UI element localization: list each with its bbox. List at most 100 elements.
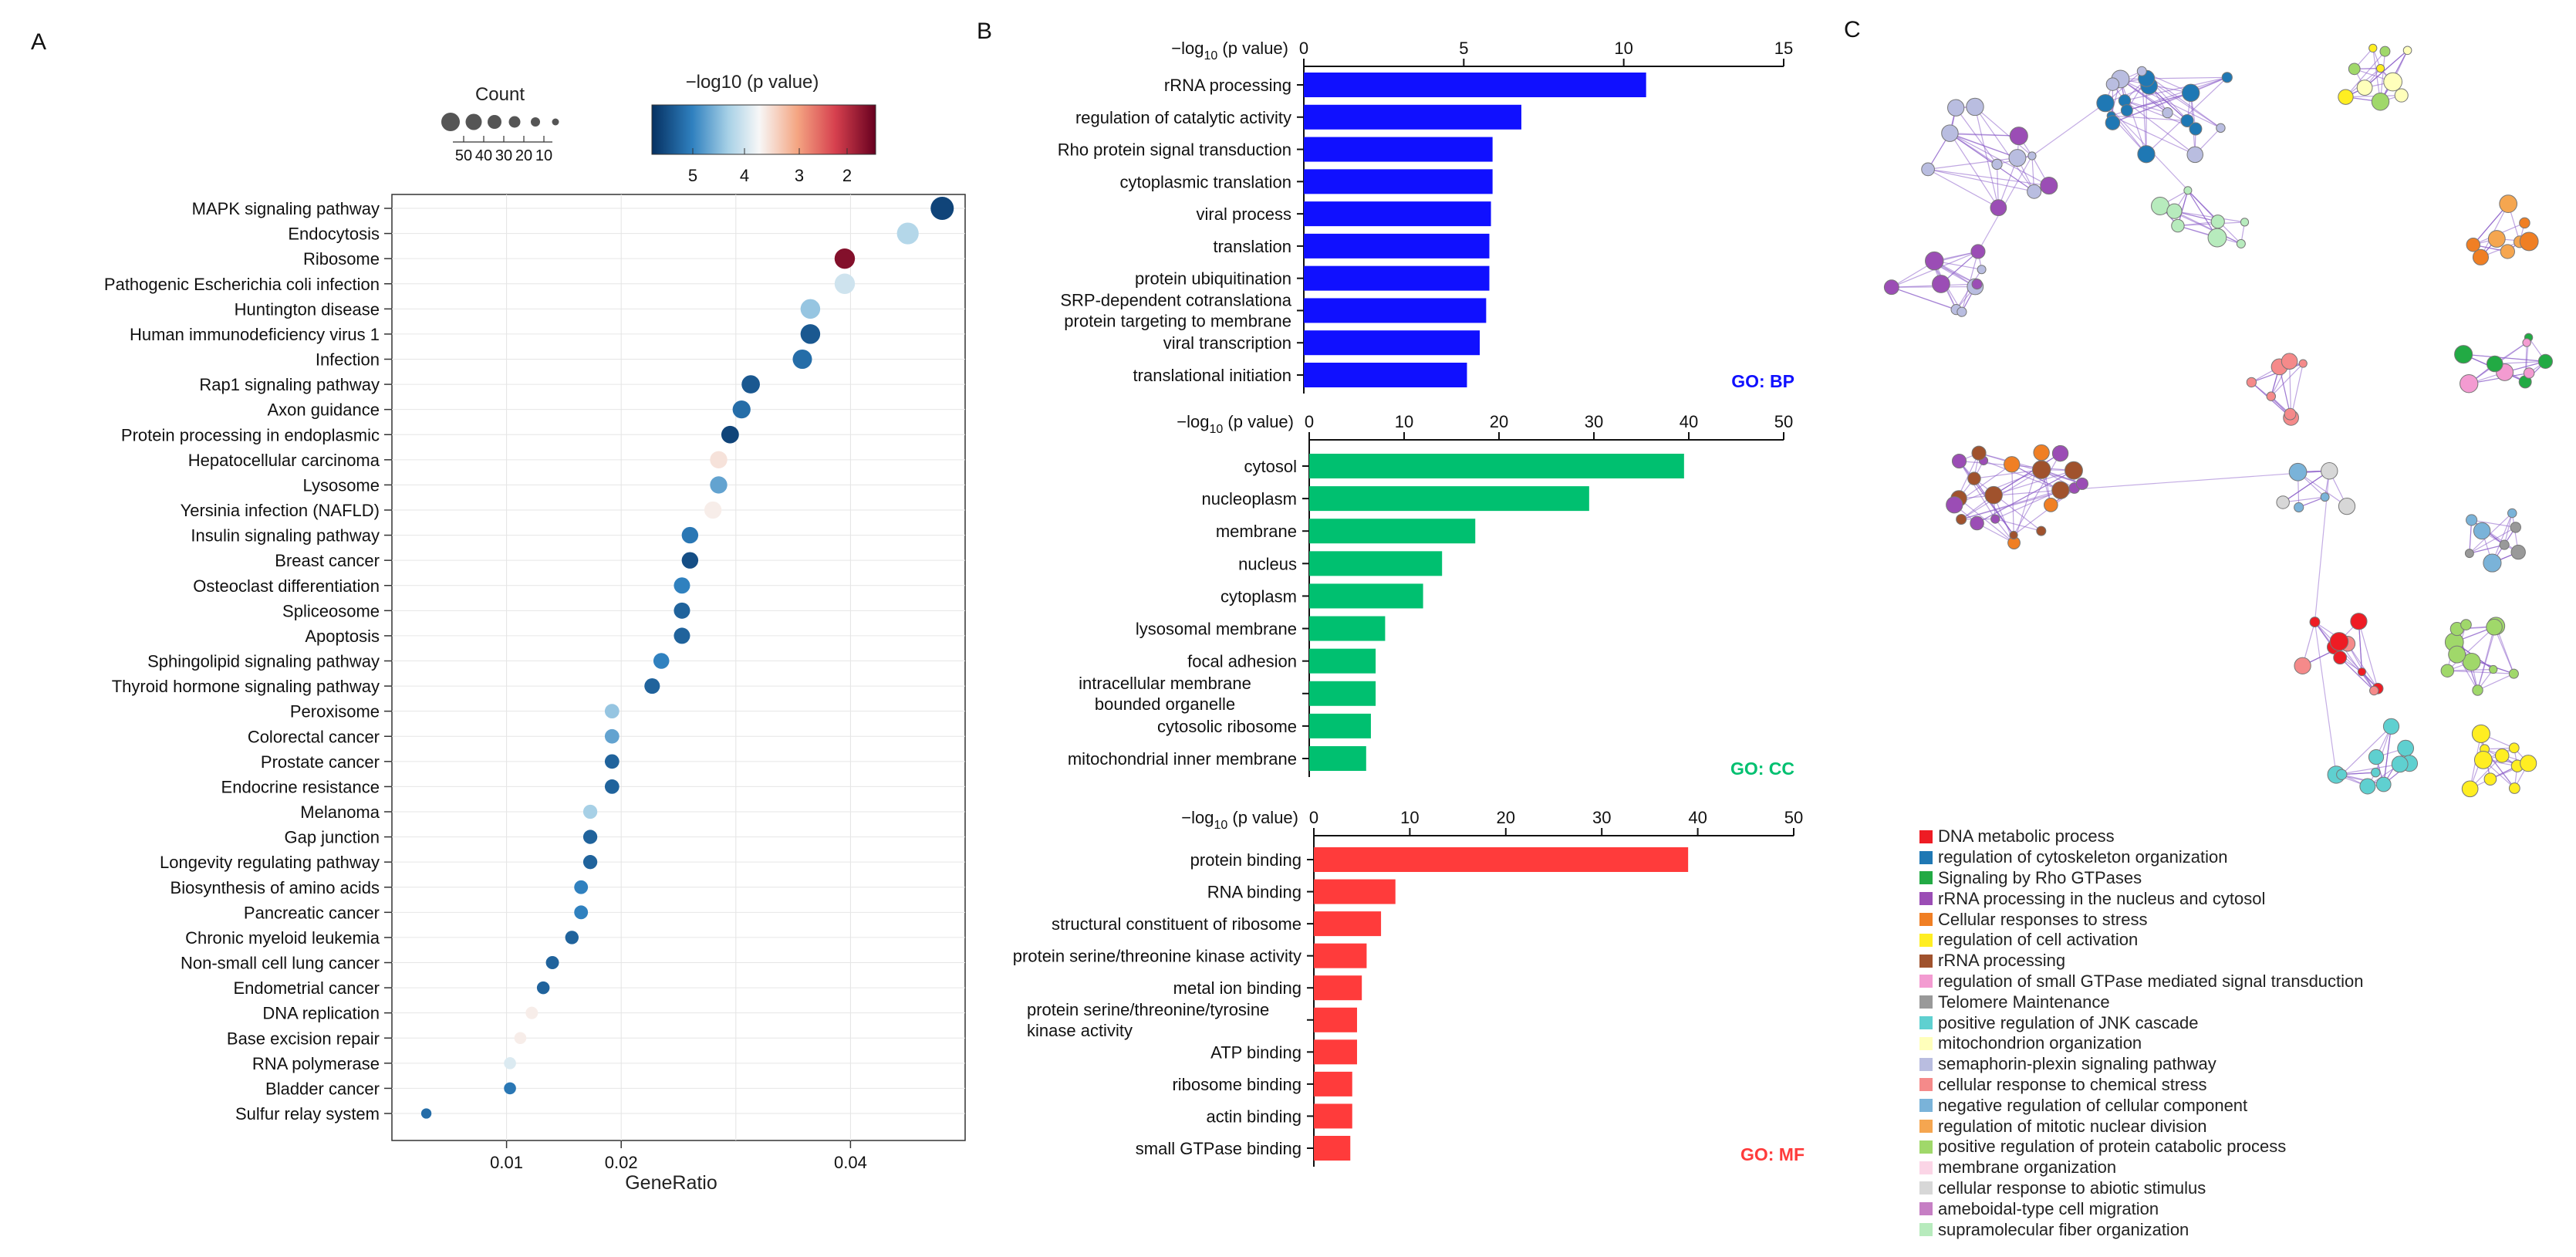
- network-node: [1921, 162, 1935, 177]
- y-tick-label: ribosome binding: [1172, 1075, 1302, 1094]
- network-edge: [2112, 76, 2228, 123]
- y-tick-label: Sulfur relay system: [235, 1104, 380, 1124]
- panel-label-b: B: [977, 19, 992, 44]
- legend-swatch: [1919, 1202, 1933, 1216]
- legend-swatch: [1919, 1161, 1933, 1174]
- network-edge: [2111, 115, 2188, 122]
- network-edge: [2105, 103, 2219, 222]
- legend-swatch: [1919, 1099, 1933, 1113]
- network-legend-item: rRNA processing: [1919, 951, 2364, 971]
- y-tick-label: Gap junction: [284, 828, 380, 847]
- x-tick-label: 0.01: [490, 1153, 523, 1172]
- network-node: [2298, 359, 2308, 368]
- bar: [1304, 363, 1467, 387]
- network-node: [2075, 477, 2088, 490]
- network-node: [2454, 345, 2473, 364]
- network-legend-item: regulation of cytoskeleton organization: [1919, 847, 2364, 868]
- bar: [1304, 104, 1521, 130]
- network-edge: [2447, 670, 2514, 674]
- y-tick-label: Spliceosome: [282, 601, 380, 620]
- legend-label: regulation of cytoskeleton organization: [1938, 847, 2228, 867]
- network-node: [1966, 97, 1984, 117]
- legend-label: rRNA processing in the nucleus and cytos…: [1938, 888, 2266, 908]
- bar: [1309, 551, 1443, 576]
- network-node: [2294, 657, 2311, 674]
- data-point: [681, 526, 699, 544]
- network-edge: [2341, 725, 2392, 775]
- network-node: [2182, 83, 2200, 103]
- bar: [1304, 201, 1491, 227]
- bar: [1309, 486, 1589, 512]
- data-point: [721, 425, 739, 444]
- y-tick-label: Breast cancer: [275, 551, 380, 570]
- network-node: [2499, 539, 2510, 550]
- data-point: [896, 222, 919, 245]
- network-node: [2489, 664, 2498, 674]
- data-point: [420, 1108, 432, 1119]
- network-node: [2096, 93, 2115, 113]
- network-node: [1951, 454, 1967, 469]
- bar: [1304, 330, 1480, 356]
- data-point: [710, 476, 728, 494]
- network-node: [1956, 306, 1967, 317]
- legend-label: DNA metabolic process: [1938, 826, 2115, 846]
- network-node: [2368, 43, 2378, 53]
- go-category-title: GO: CC: [1730, 759, 1794, 779]
- y-tick-label: translational initiation: [1133, 366, 1291, 385]
- dotplot-points: [420, 197, 954, 1119]
- y-tick-label: ATP binding: [1210, 1042, 1302, 1062]
- network-edge: [1928, 168, 2049, 187]
- legend-label: positive regulation of JNK cascade: [1938, 1012, 2199, 1032]
- go-bp-bar-chart: 0 5 10 15 −log10 (p value) rRNA processing reg…: [1058, 39, 1794, 394]
- network-legend-item: DNA metabolic process: [1919, 826, 2364, 847]
- network-node: [2266, 391, 2277, 401]
- network-node: [1977, 265, 1987, 275]
- y-tick-label: Axon guidance: [267, 400, 380, 420]
- network-node: [2004, 456, 2021, 473]
- data-point: [674, 602, 690, 619]
- network-node: [2394, 88, 2409, 103]
- network-edge: [1927, 168, 1999, 208]
- legend-swatch: [1919, 892, 1933, 906]
- network-node: [1971, 279, 1983, 290]
- network-legend-item: cellular response to abiotic stimulus: [1919, 1178, 2364, 1199]
- y-tick-label: SRP-dependent cotranslationa protein targ…: [1060, 290, 1291, 330]
- data-point: [545, 956, 559, 969]
- network-node: [2500, 244, 2515, 259]
- x-tick-label: 0: [1309, 808, 1318, 827]
- network-edge: [2471, 519, 2516, 528]
- network-node: [2466, 514, 2478, 526]
- network-edge: [1891, 286, 1963, 313]
- network-node: [2288, 462, 2308, 482]
- data-point: [536, 981, 550, 995]
- colorbar: [651, 104, 876, 155]
- network-node: [2375, 776, 2392, 792]
- network-node: [2460, 619, 2472, 630]
- network-node: [2383, 72, 2402, 92]
- y-tick-label: Ribosome: [303, 249, 380, 269]
- dotplot-x-label: GeneRatio: [625, 1172, 717, 1194]
- data-point: [834, 248, 856, 269]
- y-tick-label: protein serine/threonine/tyrosine kinase …: [1027, 1000, 1269, 1040]
- dotplot-x-ticks: 0.01 0.02 0.04: [490, 1140, 867, 1172]
- enrichment-network: [1883, 43, 2553, 798]
- y-tick-label: nucleus: [1238, 554, 1297, 573]
- network-node: [2183, 186, 2193, 195]
- network-legend-item: regulation of mitotic nuclear division: [1919, 1116, 2364, 1137]
- count-legend-dot: [465, 113, 482, 130]
- data-point: [504, 1082, 516, 1095]
- legend-swatch: [1919, 1016, 1933, 1030]
- bar: [1309, 519, 1476, 544]
- network-legend-item: mitochondrion organization: [1919, 1033, 2364, 1054]
- legend-swatch: [1919, 1181, 1933, 1195]
- x-tick-label: 10: [1614, 39, 1632, 58]
- network-node: [2009, 530, 2018, 540]
- bar: [1314, 975, 1362, 1001]
- y-tick-label: Prostate cancer: [261, 752, 380, 772]
- y-tick-label: cytoplasm: [1220, 586, 1297, 606]
- network-node: [2368, 748, 2385, 765]
- network-edge: [2124, 100, 2168, 113]
- network-node: [2508, 668, 2519, 679]
- y-tick-label: Huntington disease: [235, 299, 380, 319]
